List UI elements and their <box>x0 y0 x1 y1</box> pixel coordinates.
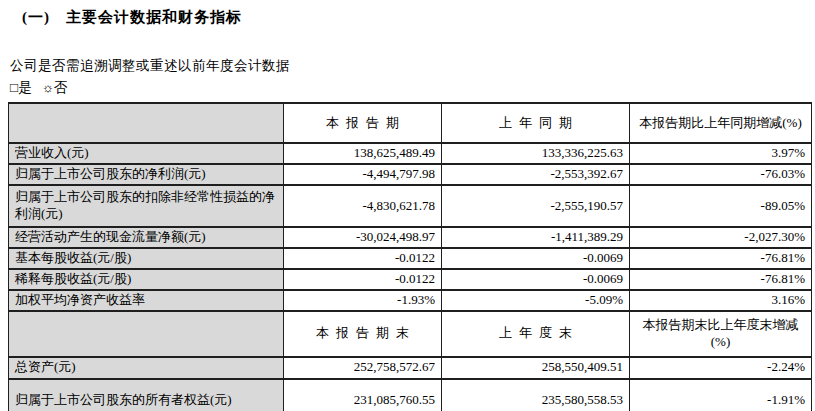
row-prior-value: -2,555,190.57 <box>442 185 630 227</box>
row-change-value: -76.81% <box>630 269 812 290</box>
table-row: 营业收入(元) 138,625,489.49 133,336,225.63 3.… <box>9 143 812 164</box>
row-prior-value: -2,553,392.67 <box>442 164 630 185</box>
row-prior-value: 133,336,225.63 <box>442 143 630 164</box>
row-change-value: 3.16% <box>630 290 812 311</box>
row-change-value: -76.81% <box>630 248 812 269</box>
restatement-options: □是 ☼否 <box>10 79 815 97</box>
table-row: 稀释每股收益(元/股) -0.0122 -0.0069 -76.81% <box>9 269 812 290</box>
row-label: 营业收入(元) <box>9 143 284 164</box>
table-row: 总资产(元) 252,758,572.67 258,550,409.51 -2.… <box>9 357 812 379</box>
header-period-change: 本报告期比上年同期增减(%) <box>630 103 812 143</box>
row-change-value: -76.03% <box>630 164 812 185</box>
restatement-question: 公司是否需追溯调整或重述以前年度会计数据 <box>10 57 815 75</box>
row-current-value: -4,830,621.78 <box>284 185 442 227</box>
table-row: 基本每股收益(元/股) -0.0122 -0.0069 -76.81% <box>9 248 812 269</box>
row-current-value: -0.0122 <box>284 269 442 290</box>
row-label: 总资产(元) <box>9 357 284 379</box>
section-title-text: 主要会计数据和财务指标 <box>66 9 242 25</box>
row-prior-value: -0.0069 <box>442 269 630 290</box>
table-header-period-end: 本报告期末 上年度末 本报告期末比上年度末增减(%) <box>9 311 812 357</box>
row-current-value: -1.93% <box>284 290 442 311</box>
row-prior-value: -1,411,389.29 <box>442 227 630 248</box>
section-index: (一) <box>22 9 50 25</box>
row-current-value: -4,494,797.98 <box>284 164 442 185</box>
header-current-period-end: 本报告期末 <box>284 311 442 357</box>
row-change-value: -89.05% <box>630 185 812 227</box>
row-current-value: 138,625,489.49 <box>284 143 442 164</box>
row-change-value: -2,027.30% <box>630 227 812 248</box>
key-financials-table: 本报告期 上年同期 本报告期比上年同期增减(%) 营业收入(元) 138,625… <box>8 102 812 411</box>
row-change-value: -2.24% <box>630 357 812 379</box>
row-label: 稀释每股收益(元/股) <box>9 269 284 290</box>
row-current-value: -30,024,498.97 <box>284 227 442 248</box>
row-label: 归属于上市公司股东的扣除非经常性损益的净利润(元) <box>9 185 284 227</box>
row-prior-value: -0.0069 <box>442 248 630 269</box>
header-current-period: 本报告期 <box>284 103 442 143</box>
row-label: 归属于上市公司股东的所有者权益(元) <box>9 379 284 411</box>
option-yes-checkbox: □是 <box>10 80 32 95</box>
row-current-value: 252,758,572.67 <box>284 357 442 379</box>
row-prior-value: 258,550,409.51 <box>442 357 630 379</box>
table-row: 加权平均净资产收益率 -1.93% -5.09% 3.16% <box>9 290 812 311</box>
header-empty-cell <box>9 311 284 357</box>
table-header-period: 本报告期 上年同期 本报告期比上年同期增减(%) <box>9 103 812 143</box>
header-prior-year-end: 上年度末 <box>442 311 630 357</box>
row-label: 加权平均净资产收益率 <box>9 290 284 311</box>
table-row: 归属于上市公司股东的扣除非经常性损益的净利润(元) -4,830,621.78 … <box>9 185 812 227</box>
row-current-value: -0.0122 <box>284 248 442 269</box>
row-label: 基本每股收益(元/股) <box>9 248 284 269</box>
row-current-value: 231,085,760.55 <box>284 379 442 411</box>
row-prior-value: 235,580,558.53 <box>442 379 630 411</box>
section-title: (一) 主要会计数据和财务指标 <box>22 8 815 27</box>
table-row: 归属于上市公司股东的净利润(元) -4,494,797.98 -2,553,39… <box>9 164 812 185</box>
header-period-end-change: 本报告期末比上年度末增减(%) <box>630 311 812 357</box>
header-prior-period: 上年同期 <box>442 103 630 143</box>
header-empty-cell <box>9 103 284 143</box>
table-row: 经营活动产生的现金流量净额(元) -30,024,498.97 -1,411,3… <box>9 227 812 248</box>
table-row: 归属于上市公司股东的所有者权益(元) 231,085,760.55 235,58… <box>9 379 812 411</box>
row-change-value: 3.97% <box>630 143 812 164</box>
row-change-value: -1.91% <box>630 379 812 411</box>
row-label: 经营活动产生的现金流量净额(元) <box>9 227 284 248</box>
option-no-checkbox: ☼否 <box>42 80 68 95</box>
row-label: 归属于上市公司股东的净利润(元) <box>9 164 284 185</box>
row-prior-value: -5.09% <box>442 290 630 311</box>
